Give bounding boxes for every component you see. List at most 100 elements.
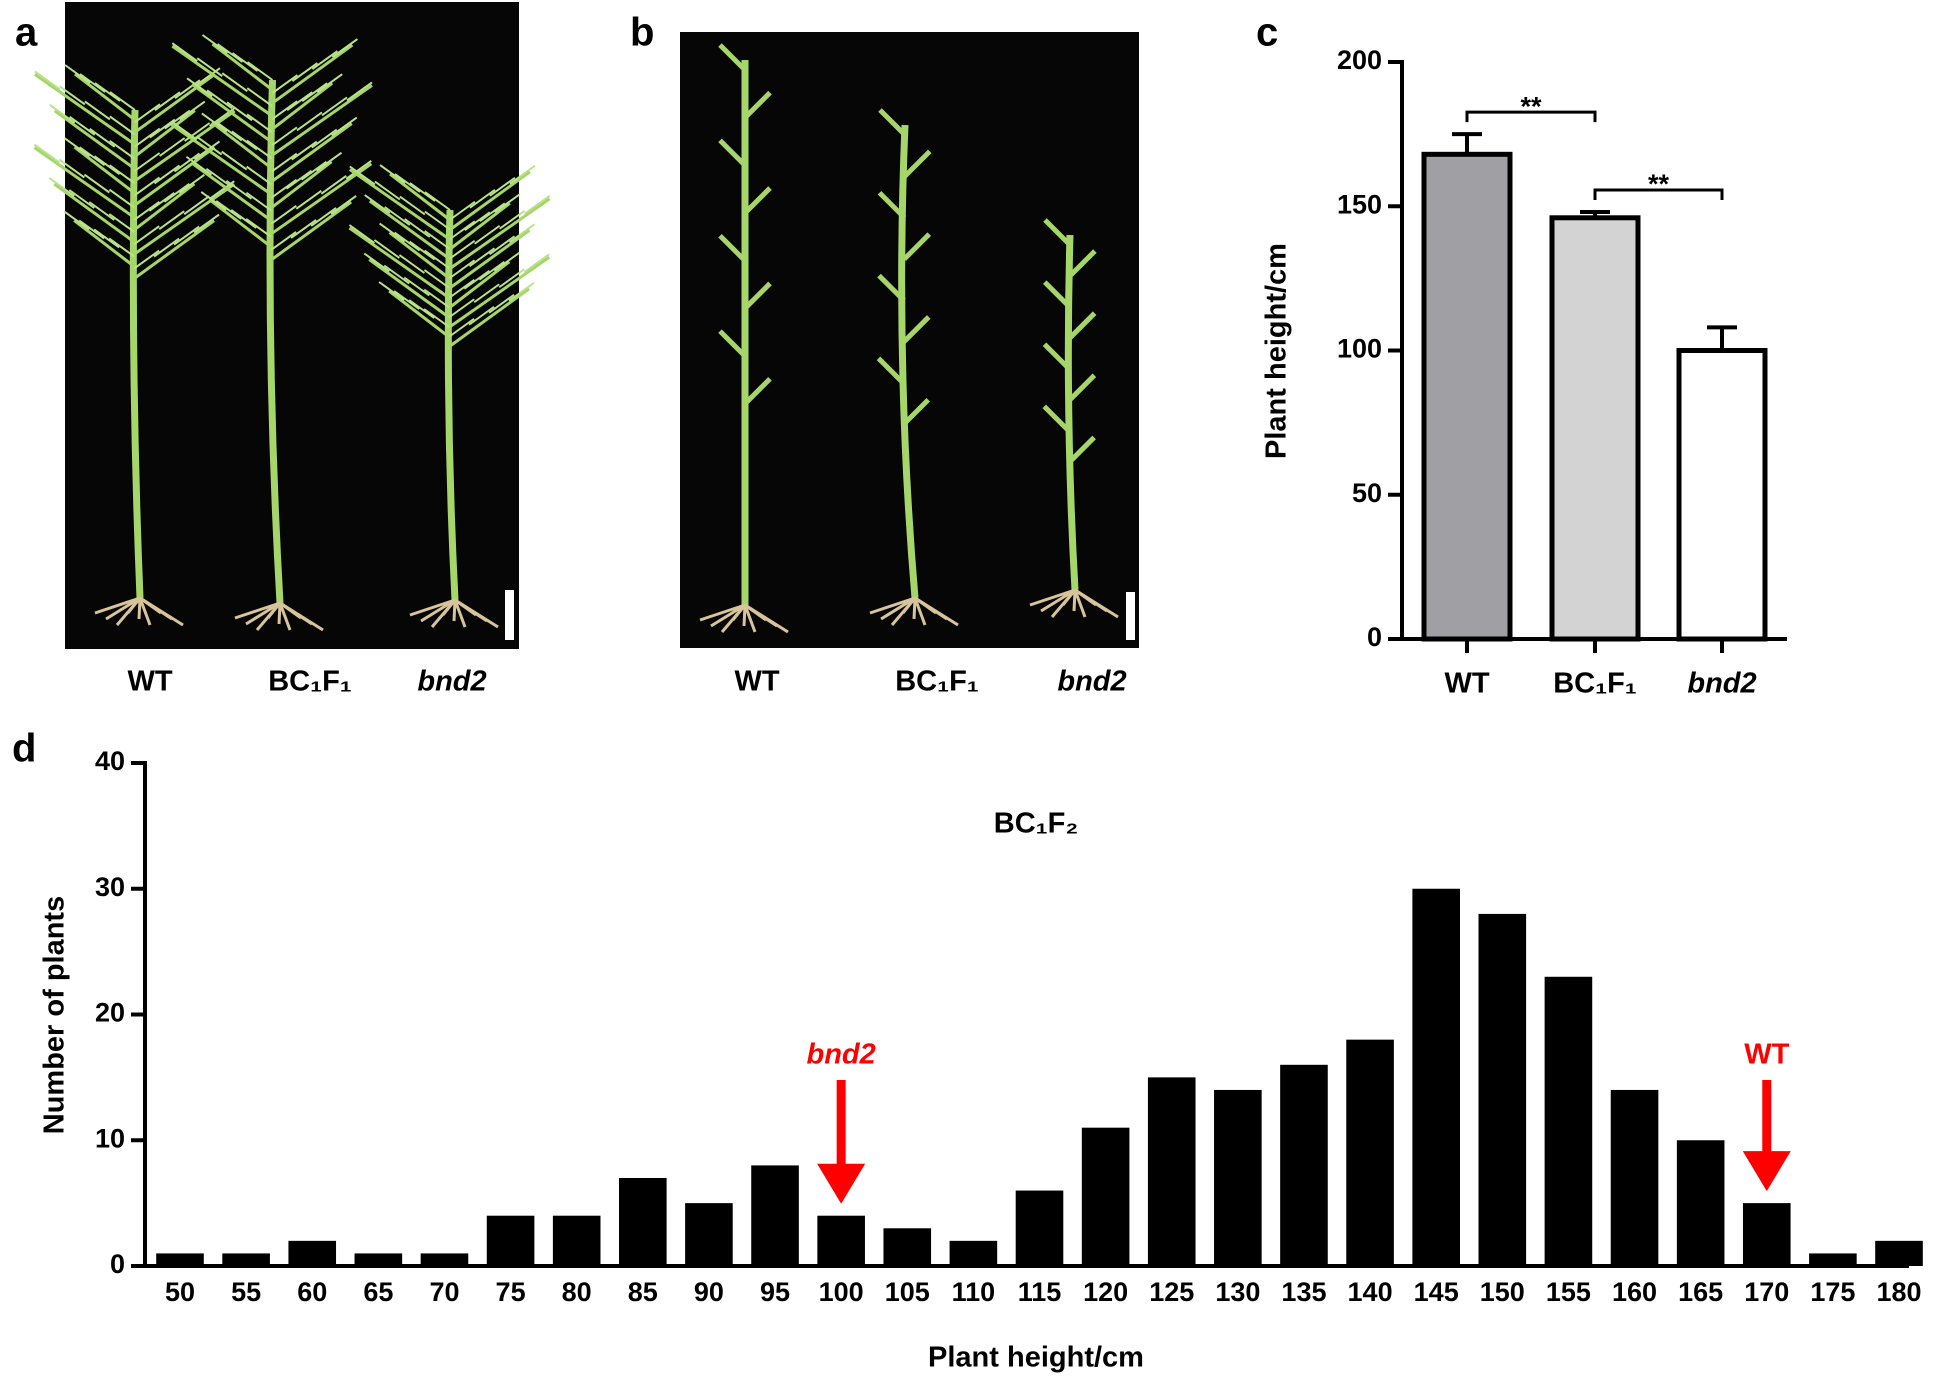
leaf bbox=[83, 173, 111, 194]
leaf bbox=[201, 34, 229, 54]
branch bbox=[718, 138, 747, 168]
y-tick-label: 10 bbox=[95, 1123, 125, 1153]
leaf bbox=[109, 139, 136, 160]
bar bbox=[1280, 1064, 1328, 1266]
bar bbox=[1809, 1253, 1857, 1266]
branch bbox=[448, 260, 511, 309]
branch bbox=[1042, 404, 1072, 434]
leaf bbox=[479, 202, 506, 223]
bar bbox=[1015, 1190, 1064, 1266]
bar bbox=[156, 1253, 204, 1266]
leaf bbox=[271, 100, 298, 121]
branch bbox=[1042, 342, 1072, 372]
leaf bbox=[171, 42, 198, 62]
leaf bbox=[94, 82, 121, 102]
branch bbox=[73, 219, 136, 268]
stem bbox=[1064, 234, 1079, 591]
branch bbox=[1067, 373, 1097, 403]
branch bbox=[902, 232, 932, 261]
root bbox=[913, 597, 927, 626]
bar bbox=[1549, 215, 1641, 642]
leaf bbox=[393, 290, 420, 310]
leaf bbox=[468, 305, 495, 326]
x-tick-label: 85 bbox=[628, 1277, 658, 1307]
leaf bbox=[464, 211, 491, 232]
panel-letter: b bbox=[630, 11, 654, 55]
root bbox=[1074, 588, 1119, 619]
leaf bbox=[478, 260, 505, 281]
leaf bbox=[394, 173, 421, 193]
branch bbox=[191, 83, 273, 144]
leaf bbox=[270, 205, 297, 225]
root bbox=[1040, 588, 1076, 613]
leaf bbox=[270, 178, 298, 199]
photo-label: WT bbox=[127, 666, 172, 698]
root bbox=[454, 598, 499, 629]
branch bbox=[878, 108, 907, 137]
bar bbox=[1676, 1140, 1725, 1266]
leaf bbox=[331, 116, 358, 137]
leaf bbox=[311, 50, 338, 70]
leaf bbox=[374, 180, 401, 201]
leaf bbox=[508, 281, 535, 302]
leaf bbox=[159, 137, 186, 157]
branch bbox=[718, 233, 747, 263]
leaf bbox=[149, 118, 176, 139]
leaf bbox=[423, 288, 450, 309]
leaf bbox=[68, 189, 95, 209]
chart-title: BC₁F₂ bbox=[994, 808, 1078, 840]
x-axis-label: Plant height/cm bbox=[928, 1342, 1144, 1374]
leaf bbox=[271, 126, 298, 147]
y-tick-label: 20 bbox=[95, 998, 125, 1028]
branch bbox=[449, 170, 531, 231]
leaf bbox=[205, 167, 233, 188]
branch bbox=[1043, 218, 1072, 247]
branch bbox=[133, 182, 236, 256]
leaf bbox=[424, 191, 451, 211]
leaf bbox=[320, 175, 347, 195]
y-axis-label: Number of plants bbox=[39, 896, 71, 1134]
root bbox=[266, 602, 282, 619]
leaf bbox=[133, 225, 160, 246]
leaf bbox=[286, 91, 313, 112]
leaf bbox=[109, 91, 136, 111]
root bbox=[1061, 589, 1077, 606]
photo-label: BC₁F₁ bbox=[895, 666, 979, 698]
branch bbox=[348, 168, 451, 241]
leaf bbox=[163, 182, 190, 203]
root bbox=[441, 599, 457, 616]
leaf bbox=[185, 155, 213, 176]
leaf bbox=[153, 164, 181, 185]
leaf bbox=[216, 121, 243, 142]
branch bbox=[743, 377, 772, 406]
annotation-arrowhead bbox=[817, 1163, 866, 1204]
y-tick-label: 40 bbox=[95, 746, 125, 776]
leaf bbox=[398, 254, 426, 274]
branch bbox=[877, 191, 907, 220]
leaf bbox=[285, 169, 313, 190]
branch bbox=[388, 289, 451, 339]
branch bbox=[53, 109, 136, 171]
branch bbox=[876, 356, 906, 386]
stem bbox=[129, 109, 144, 599]
branch bbox=[210, 121, 273, 170]
leaf bbox=[424, 210, 451, 231]
x-tick-label: 105 bbox=[885, 1277, 930, 1307]
leaf bbox=[311, 128, 338, 149]
root bbox=[743, 604, 757, 633]
leaf bbox=[78, 146, 106, 167]
x-tick-label: WT bbox=[1444, 668, 1489, 700]
leaf bbox=[423, 249, 451, 270]
leaf bbox=[469, 188, 496, 209]
leaf bbox=[230, 209, 257, 229]
branch bbox=[53, 182, 136, 244]
stem bbox=[444, 209, 459, 601]
leaf bbox=[134, 127, 161, 148]
root bbox=[279, 601, 324, 632]
leaf bbox=[493, 251, 520, 272]
leaf bbox=[33, 143, 61, 164]
leaf bbox=[196, 57, 223, 77]
leaf bbox=[409, 182, 436, 202]
leaf bbox=[468, 247, 496, 268]
branch bbox=[718, 43, 747, 72]
